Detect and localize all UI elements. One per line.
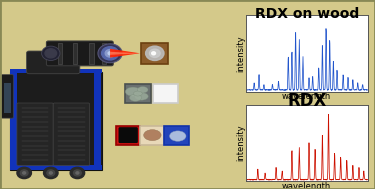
Circle shape	[47, 170, 55, 176]
Circle shape	[44, 167, 58, 179]
FancyBboxPatch shape	[90, 43, 94, 64]
FancyBboxPatch shape	[94, 72, 101, 170]
Ellipse shape	[144, 130, 161, 141]
Circle shape	[45, 49, 57, 58]
Circle shape	[42, 46, 60, 60]
Polygon shape	[110, 49, 150, 58]
Circle shape	[76, 172, 79, 174]
Circle shape	[98, 44, 122, 63]
FancyBboxPatch shape	[10, 69, 102, 73]
FancyBboxPatch shape	[27, 51, 80, 74]
FancyBboxPatch shape	[140, 126, 165, 145]
Circle shape	[146, 46, 164, 60]
FancyBboxPatch shape	[53, 103, 90, 165]
Ellipse shape	[125, 87, 141, 96]
Y-axis label: intensity: intensity	[236, 35, 245, 72]
Circle shape	[23, 172, 26, 174]
Circle shape	[50, 172, 52, 174]
FancyBboxPatch shape	[165, 126, 189, 145]
Circle shape	[105, 50, 115, 57]
Y-axis label: intensity: intensity	[236, 125, 245, 161]
Text: RDX on wood: RDX on wood	[255, 7, 359, 21]
Ellipse shape	[129, 94, 141, 101]
FancyBboxPatch shape	[10, 72, 102, 170]
FancyBboxPatch shape	[125, 84, 151, 104]
FancyBboxPatch shape	[118, 127, 138, 143]
Circle shape	[17, 167, 32, 179]
FancyBboxPatch shape	[141, 43, 168, 64]
Circle shape	[152, 52, 156, 55]
Text: RDX: RDX	[287, 92, 326, 110]
Circle shape	[70, 167, 85, 179]
FancyBboxPatch shape	[58, 43, 62, 64]
Circle shape	[102, 47, 118, 60]
Circle shape	[74, 170, 81, 176]
FancyBboxPatch shape	[102, 43, 106, 64]
X-axis label: wavelength: wavelength	[282, 182, 331, 189]
FancyBboxPatch shape	[153, 84, 178, 104]
Circle shape	[108, 52, 112, 55]
FancyBboxPatch shape	[46, 41, 113, 66]
FancyBboxPatch shape	[1, 75, 13, 118]
Circle shape	[150, 49, 160, 57]
Ellipse shape	[170, 131, 186, 141]
FancyBboxPatch shape	[10, 72, 17, 170]
FancyBboxPatch shape	[116, 126, 140, 145]
FancyBboxPatch shape	[73, 43, 77, 64]
Ellipse shape	[137, 87, 148, 93]
Ellipse shape	[134, 91, 142, 96]
FancyBboxPatch shape	[17, 103, 53, 165]
Polygon shape	[110, 52, 150, 55]
FancyBboxPatch shape	[10, 165, 102, 170]
X-axis label: wavelength: wavelength	[282, 92, 331, 101]
Circle shape	[20, 170, 28, 176]
Ellipse shape	[135, 93, 148, 100]
FancyBboxPatch shape	[4, 83, 11, 113]
